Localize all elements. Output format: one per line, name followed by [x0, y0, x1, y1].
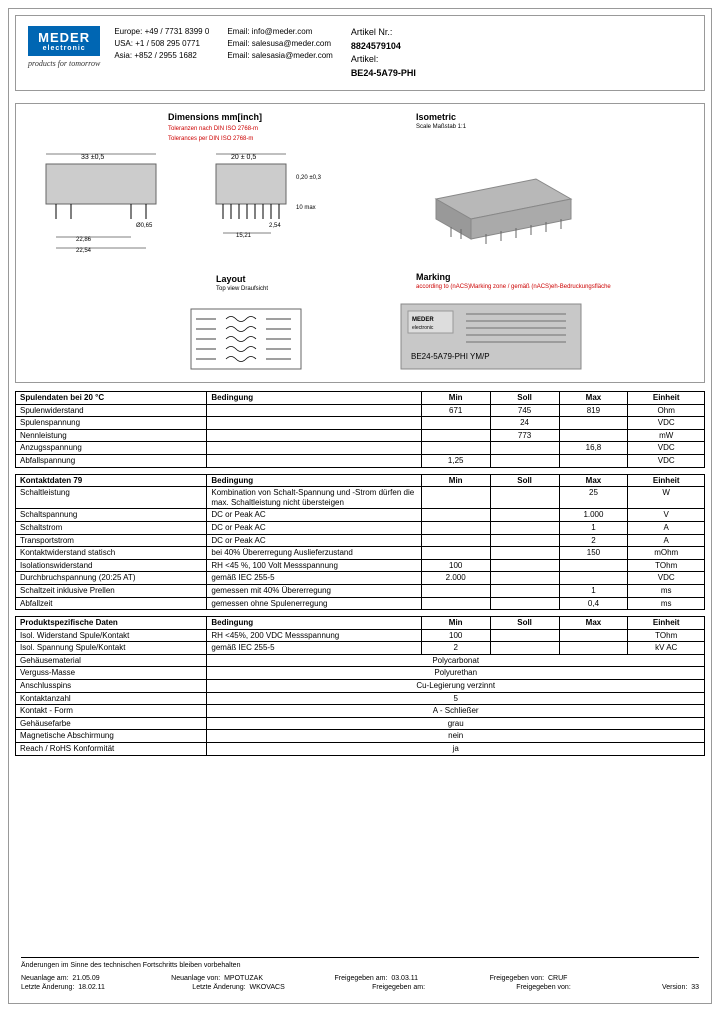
- table-product-data: Produktspezifische Daten Bedingung Min S…: [15, 616, 705, 756]
- dimensions-title: Dimensions mm[inch]: [168, 112, 262, 122]
- footer-row-1: Neuanlage am: 21.05.09 Neuanlage von: MP…: [21, 975, 699, 982]
- meder-logo: MEDER electronic: [28, 26, 100, 56]
- logo-sub: electronic: [34, 45, 94, 52]
- dim-note1: Toleranzen nach DIN ISO 2768-m: [168, 126, 258, 132]
- diagram-area: Dimensions mm[inch] Toleranzen nach DIN …: [15, 103, 705, 383]
- article-info: Artikel Nr.: 8824579104 Artikel: BE24-5A…: [351, 26, 416, 80]
- front-view: 33 ±0,5 22,86 22,54 Ø0,65: [36, 149, 181, 269]
- isometric-title: Isometric: [416, 112, 456, 122]
- svg-text:Ø0,65: Ø0,65: [136, 223, 153, 229]
- table-row: Verguss-MassePolyurethan: [16, 667, 705, 680]
- svg-text:2,54: 2,54: [269, 223, 281, 229]
- table-row: Nennleistung773mW: [16, 429, 705, 442]
- isometric-view: [406, 149, 586, 249]
- table-coil-data: Spulendaten bei 20 °C Bedingung Min Soll…: [15, 391, 705, 468]
- marking-view: MEDER electronic BE24-5A79-PHI YM/P: [396, 299, 596, 374]
- svg-text:MEDER: MEDER: [412, 317, 434, 323]
- marking-sub: according to (nACS)Marking zone / gemäß …: [416, 284, 611, 290]
- table-row: Anzugsspannung16,8VDC: [16, 442, 705, 455]
- layout-sub: Top view Draufsicht: [216, 286, 268, 292]
- table-row: Gehäusefarbegrau: [16, 717, 705, 730]
- marking-title: Marking: [416, 272, 451, 282]
- dim-note2: Tolerances per DIN ISO 2768-m: [168, 136, 253, 142]
- svg-text:20 ± 0,5: 20 ± 0,5: [231, 154, 256, 161]
- table-row: SchaltstromDC or Peak AC1A: [16, 521, 705, 534]
- table-row: Abfallzeitgemessen ohne Spulenerregung0,…: [16, 597, 705, 610]
- table-row: Magnetische Abschirmungnein: [16, 730, 705, 743]
- table-row: Schaltzeit inklusive Prellengemessen mit…: [16, 584, 705, 597]
- contact-phone: Europe: +49 / 7731 8399 0 USA: +1 / 508 …: [114, 26, 209, 62]
- table-row: Durchbruchspannung (20:25 AT)gemäß IEC 2…: [16, 572, 705, 585]
- table-row: Kontaktwiderstand statischbei 40% Überer…: [16, 547, 705, 560]
- svg-text:15,21: 15,21: [236, 233, 252, 239]
- svg-text:33 ±0,5: 33 ±0,5: [81, 154, 104, 161]
- table-row: GehäusematerialPolycarbonat: [16, 654, 705, 667]
- logo-main: MEDER: [34, 30, 94, 45]
- svg-text:electronic: electronic: [412, 325, 434, 331]
- logo-block: MEDER electronic products for tomorrow: [28, 26, 100, 68]
- footer-row-2: Letzte Änderung: 18.02.11 Letzte Änderun…: [21, 984, 699, 991]
- side-view: 20 ± 0,5 0,20 ±0,3 10 max 15,21 2,54: [201, 149, 331, 249]
- table-row: Spulenspannung24VDC: [16, 417, 705, 430]
- footer-note: Änderungen im Sinne des technischen Fort…: [21, 962, 699, 969]
- svg-text:10 max: 10 max: [296, 205, 316, 211]
- table-row: SchaltleistungKombination von Schalt-Spa…: [16, 487, 705, 509]
- iso-sub: Scale Maßstab 1:1: [416, 124, 466, 130]
- svg-text:22,86: 22,86: [76, 237, 92, 243]
- table-row: AnschlusspinsCu-Legierung verzinnt: [16, 680, 705, 693]
- svg-text:0,20 ±0,3: 0,20 ±0,3: [296, 175, 322, 181]
- footer: Änderungen im Sinne des technischen Fort…: [21, 957, 699, 993]
- table-row: Isol. Spannung Spule/Kontaktgemäß IEC 25…: [16, 642, 705, 655]
- table-row: TransportstromDC or Peak AC2A: [16, 534, 705, 547]
- table-row: Abfallspannung1,25VDC: [16, 454, 705, 467]
- slogan: products for tomorrow: [28, 59, 100, 68]
- table-row: Reach / RoHS Konformitätja: [16, 743, 705, 756]
- table-row: SchaltspannungDC or Peak AC1.000V: [16, 509, 705, 522]
- table-row: Kontaktanzahl5: [16, 692, 705, 705]
- contact-email: Email: info@meder.com Email: salesusa@me…: [227, 26, 333, 62]
- svg-text:BE24-5A79-PHI YM/P: BE24-5A79-PHI YM/P: [411, 352, 490, 361]
- table-contact-data: Kontaktdaten 79 Bedingung Min Soll Max E…: [15, 474, 705, 611]
- table-row: IsolationswiderstandRH <45 %, 100 Volt M…: [16, 559, 705, 572]
- svg-text:22,54: 22,54: [76, 248, 92, 254]
- table-row: Isol. Widerstand Spule/KontaktRH <45%, 2…: [16, 629, 705, 642]
- table-row: Kontakt - FormA - Schließer: [16, 705, 705, 718]
- table-row: Spulenwiderstand671745819Ohm: [16, 404, 705, 417]
- layout-title: Layout: [216, 274, 246, 284]
- header: MEDER electronic products for tomorrow E…: [15, 15, 705, 91]
- layout-schematic: [186, 304, 306, 374]
